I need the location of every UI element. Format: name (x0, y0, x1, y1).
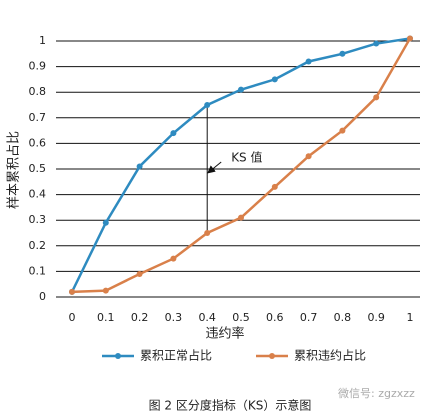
y-tick-label: 0.7 (29, 111, 47, 124)
caption: 图 2 区分度指标（KS）示意图 (149, 398, 312, 413)
x-tick-label: 0.5 (232, 311, 250, 324)
legend-label: 累积正常占比 (140, 348, 212, 363)
y-tick-label: 0.4 (29, 188, 47, 201)
y-tick-label: 0.9 (29, 60, 47, 73)
y-tick-label: 0.2 (29, 239, 47, 252)
point (69, 288, 75, 295)
point (238, 86, 244, 93)
x-tick-label: 0.8 (334, 311, 352, 324)
x-tick-label: 0 (69, 311, 76, 324)
x-tick-label: 0.2 (131, 311, 149, 324)
point (102, 287, 109, 294)
y-tick-label: 0.8 (29, 85, 47, 98)
point (204, 102, 211, 108)
point (407, 35, 413, 42)
x-tick-label: 0.6 (266, 311, 284, 324)
x-tick-label: 1 (407, 311, 414, 324)
y-tick-label: 0.1 (29, 264, 47, 277)
point (271, 183, 278, 190)
y-axis-label: 样本累积占比 (7, 131, 22, 209)
series-line (71, 37, 412, 294)
watermark: 微信号: zgzxzz (338, 386, 415, 400)
point (339, 127, 346, 134)
x-tick-label: 0.1 (97, 311, 115, 324)
y-tick-label: 1 (39, 34, 46, 47)
x-axis-label: 违约率 (205, 326, 244, 342)
point (136, 270, 143, 277)
annotation: KS 值 (231, 150, 262, 165)
point (305, 153, 312, 160)
point (238, 214, 244, 221)
point (305, 58, 312, 65)
legend-label: 累积违约占比 (294, 348, 366, 363)
ks-arrow (207, 161, 222, 174)
y-tick-label: 0.6 (29, 136, 47, 149)
point (102, 219, 109, 226)
point (271, 76, 278, 83)
x-tick-label: 0.3 (165, 311, 183, 324)
point (170, 255, 177, 262)
legend-marker (115, 353, 121, 359)
x-tick-label: 0.4 (198, 311, 216, 324)
point (204, 230, 211, 236)
x-tick-label: 0.9 (367, 311, 385, 324)
point (339, 50, 346, 57)
y-tick-label: 0.3 (29, 213, 47, 226)
point (373, 94, 380, 101)
point (373, 40, 380, 47)
y-tick-label: 0.5 (29, 162, 47, 175)
x-tick-label: 0.7 (300, 311, 318, 324)
y-tick-label: 0 (39, 290, 46, 303)
legend-marker (269, 353, 275, 359)
series-line (70, 37, 411, 293)
point (170, 130, 177, 137)
point (136, 163, 143, 170)
